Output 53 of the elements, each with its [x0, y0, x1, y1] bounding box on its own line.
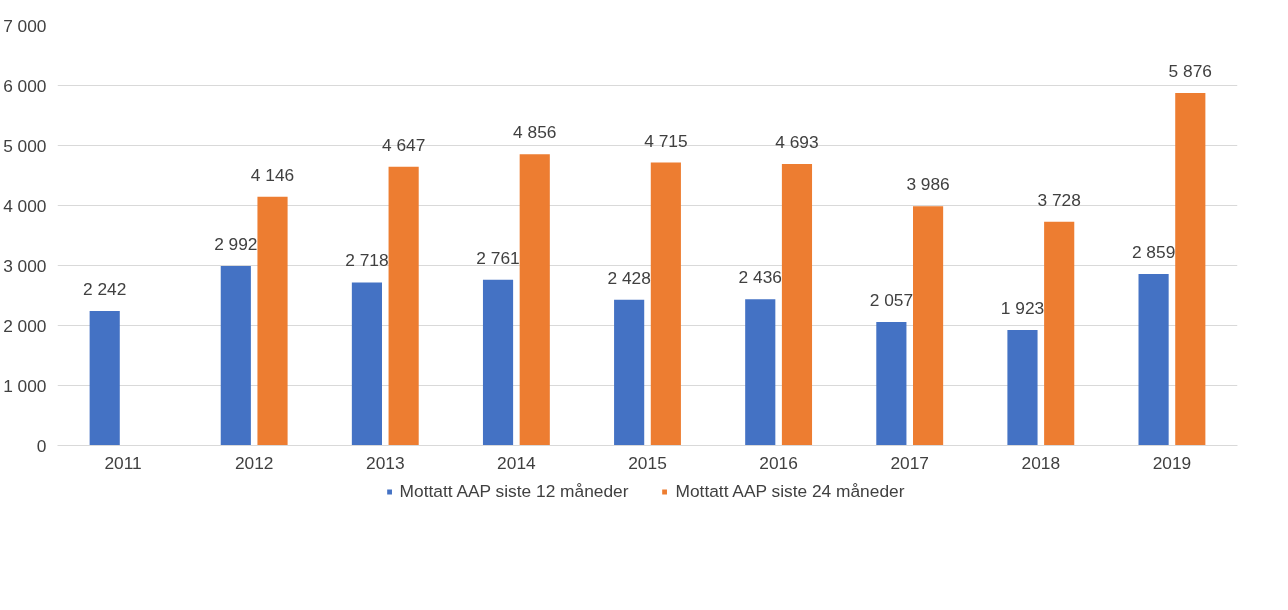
- legend-label: Mottatt AAP siste 12 måneder: [399, 480, 629, 502]
- bar: [1175, 92, 1206, 446]
- y-tick-label: 4 000: [3, 195, 47, 216]
- data-label: 3 728: [1037, 189, 1081, 210]
- bar: [745, 299, 776, 446]
- bar: [220, 265, 251, 446]
- data-label: 3 986: [906, 174, 950, 195]
- x-tick-label: 2019: [1152, 452, 1192, 473]
- y-tick-label: 5 000: [3, 135, 47, 156]
- data-label: 2 761: [476, 247, 520, 268]
- data-label: 2 436: [738, 267, 782, 288]
- data-label: 4 715: [644, 130, 688, 151]
- bar: [876, 322, 907, 446]
- y-tick-label: 0: [36, 435, 47, 456]
- bar: [781, 163, 813, 446]
- data-label: 5 876: [1168, 60, 1212, 81]
- data-label: 2 057: [869, 290, 914, 311]
- y-tick-label: 1 000: [3, 375, 47, 396]
- bar: [257, 196, 288, 446]
- data-label: 4 856: [513, 122, 557, 143]
- x-tick-label: 2012: [234, 452, 274, 473]
- bar: [89, 310, 120, 446]
- data-label: 2 428: [607, 267, 651, 288]
- bar: [519, 154, 550, 446]
- x-tick-label: 2016: [759, 452, 798, 473]
- data-label: 2 859: [1131, 241, 1176, 262]
- y-tick-label: 3 000: [3, 255, 47, 276]
- bar: [482, 279, 514, 446]
- bar: [650, 162, 681, 446]
- data-label: 4 693: [775, 131, 819, 152]
- x-tick-label: 2017: [890, 452, 930, 473]
- data-label: 4 647: [381, 134, 426, 155]
- legend-label: Mottatt AAP siste 24 måneder: [675, 480, 905, 502]
- data-label: 4 146: [250, 164, 295, 185]
- bar: [1044, 221, 1075, 446]
- x-tick-label: 2014: [497, 452, 537, 473]
- bar: [1138, 273, 1169, 446]
- x-tick-label: 2013: [366, 452, 405, 473]
- bar: [913, 206, 944, 446]
- bar: [388, 166, 419, 446]
- data-label: 2 992: [214, 233, 258, 254]
- bar: [1007, 330, 1038, 446]
- data-label: 2 242: [83, 278, 127, 299]
- bar: [614, 299, 645, 446]
- bar: [351, 282, 382, 446]
- data-label: 1 923: [1000, 298, 1045, 319]
- y-tick-label: 7 000: [3, 15, 47, 36]
- x-tick-label: 2011: [104, 452, 142, 473]
- y-tick-label: 2 000: [3, 315, 47, 336]
- y-tick-label: 6 000: [3, 75, 47, 96]
- x-tick-label: 2015: [628, 452, 667, 473]
- x-tick-label: 2018: [1021, 452, 1061, 473]
- data-label: 2 718: [345, 250, 389, 271]
